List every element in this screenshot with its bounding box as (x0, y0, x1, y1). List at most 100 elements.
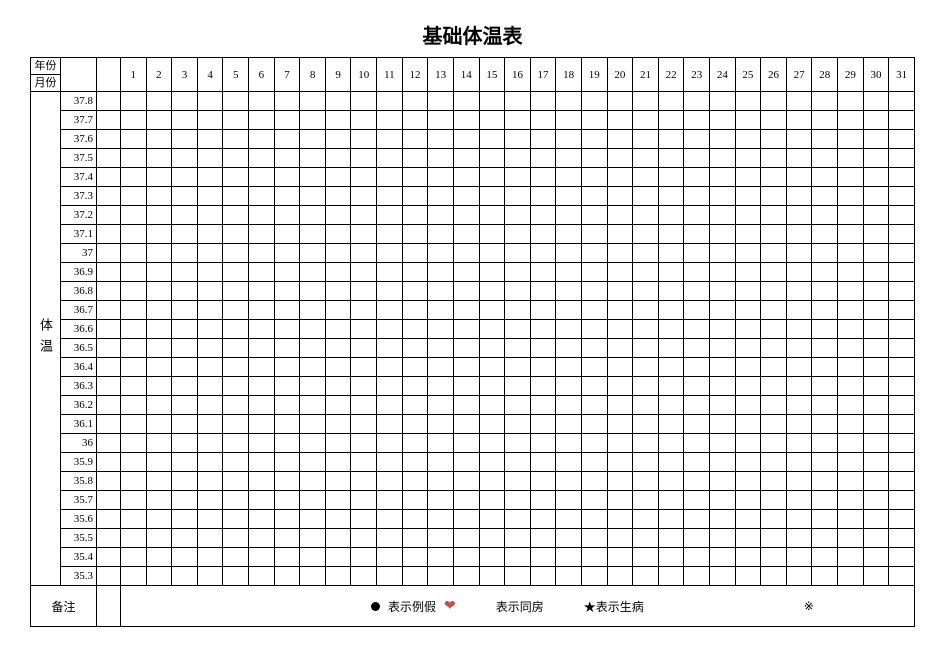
grid-cell (402, 529, 428, 548)
grid-cell (428, 453, 454, 472)
grid-cell (325, 130, 351, 149)
grid-cell (377, 434, 403, 453)
grid-cell (453, 567, 479, 586)
grid-cell (607, 472, 633, 491)
grid-cell (325, 453, 351, 472)
grid-cell (479, 358, 505, 377)
grid-cell (735, 339, 761, 358)
grid-cell (479, 434, 505, 453)
grid-cell (249, 168, 275, 187)
grid-cell (146, 453, 172, 472)
grid-cell (351, 149, 377, 168)
grid-cell (121, 529, 147, 548)
grid-cell (121, 472, 147, 491)
grid-cell (223, 472, 249, 491)
grid-cell (607, 567, 633, 586)
temp-row: 36.8 (31, 282, 915, 301)
grid-cell (428, 358, 454, 377)
grid-cell (453, 396, 479, 415)
grid-cell (581, 320, 607, 339)
grid-cell (786, 548, 812, 567)
grid-cell (812, 168, 838, 187)
grid-cell (556, 320, 582, 339)
grid-cell (863, 149, 889, 168)
grid-cell (838, 396, 864, 415)
grid-cell (786, 529, 812, 548)
grid-cell (889, 453, 915, 472)
grid-cell (684, 377, 710, 396)
grid-cell (428, 301, 454, 320)
grid-cell (863, 434, 889, 453)
grid-cell (530, 434, 556, 453)
grid-cell (274, 415, 300, 434)
grid-cell (172, 92, 198, 111)
grid-cell (710, 130, 736, 149)
heart-icon: ❤ (444, 598, 456, 615)
grid-cell (863, 472, 889, 491)
grid-cell (735, 472, 761, 491)
grid-cell (761, 358, 787, 377)
grid-blank-cell (97, 567, 121, 586)
grid-cell (146, 415, 172, 434)
grid-cell (581, 301, 607, 320)
grid-cell (197, 320, 223, 339)
day-13: 13 (428, 58, 454, 92)
grid-cell (838, 282, 864, 301)
grid-cell (581, 244, 607, 263)
grid-cell (274, 548, 300, 567)
grid-cell (786, 225, 812, 244)
grid-blank-cell (97, 282, 121, 301)
grid-cell (377, 396, 403, 415)
grid-cell (530, 130, 556, 149)
grid-cell (300, 491, 326, 510)
grid-cell (761, 244, 787, 263)
grid-cell (377, 149, 403, 168)
grid-cell (428, 320, 454, 339)
grid-cell (735, 111, 761, 130)
grid-cell (249, 320, 275, 339)
grid-cell (505, 187, 531, 206)
grid-cell (530, 529, 556, 548)
grid-cell (684, 206, 710, 225)
grid-cell (325, 301, 351, 320)
grid-cell (402, 434, 428, 453)
grid-cell (351, 168, 377, 187)
grid-cell (786, 358, 812, 377)
day-6: 6 (249, 58, 275, 92)
grid-cell (838, 244, 864, 263)
grid-blank-cell (97, 396, 121, 415)
grid-cell (658, 339, 684, 358)
grid-cell (402, 149, 428, 168)
temp-value: 36.5 (61, 339, 97, 358)
grid-cell (146, 263, 172, 282)
grid-cell (658, 548, 684, 567)
grid-cell (530, 339, 556, 358)
grid-cell (838, 339, 864, 358)
grid-cell (530, 510, 556, 529)
day-15: 15 (479, 58, 505, 92)
grid-cell (581, 225, 607, 244)
grid-cell (300, 510, 326, 529)
grid-cell (223, 453, 249, 472)
grid-cell (377, 415, 403, 434)
grid-cell (761, 149, 787, 168)
legend-mark-text: ※ (804, 599, 814, 614)
grid-cell (325, 396, 351, 415)
temp-value: 36.6 (61, 320, 97, 339)
grid-cell (325, 529, 351, 548)
grid-cell (684, 187, 710, 206)
grid-cell (889, 548, 915, 567)
grid-cell (197, 225, 223, 244)
grid-cell (505, 225, 531, 244)
grid-cell (761, 567, 787, 586)
grid-cell (402, 548, 428, 567)
grid-cell (453, 149, 479, 168)
grid-cell (505, 415, 531, 434)
day-20: 20 (607, 58, 633, 92)
grid-cell (812, 453, 838, 472)
grid-cell (684, 244, 710, 263)
grid-cell (505, 377, 531, 396)
grid-cell (274, 434, 300, 453)
grid-cell (812, 472, 838, 491)
grid-cell (556, 396, 582, 415)
